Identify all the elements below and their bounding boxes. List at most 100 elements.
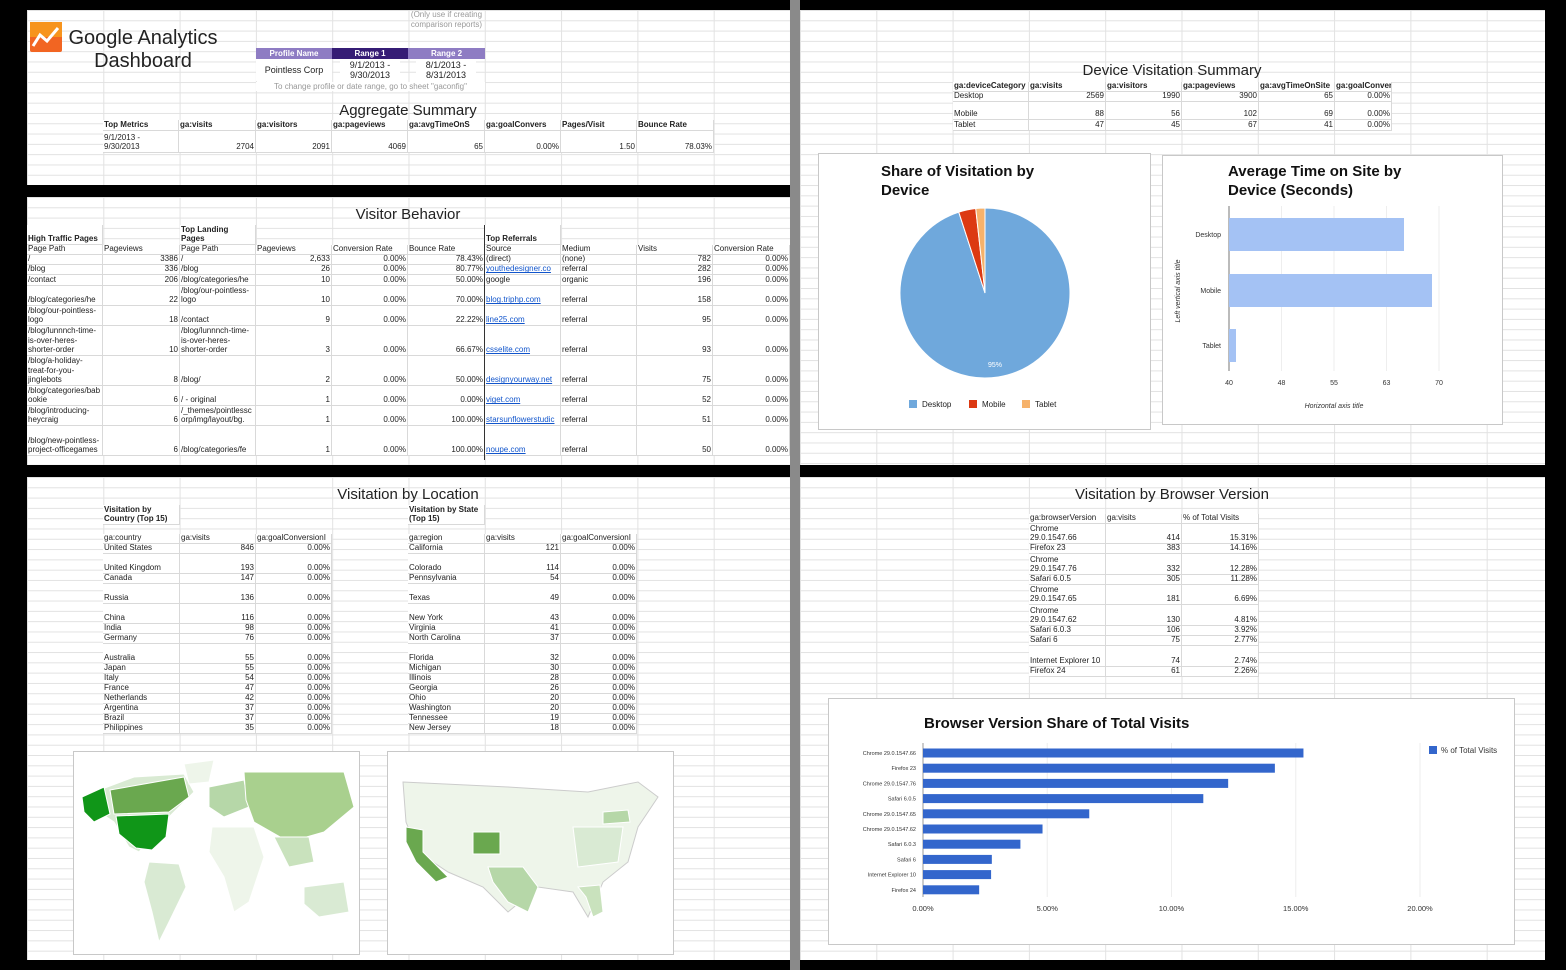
table-cell: Italy bbox=[103, 674, 180, 684]
table-cell: 2091 bbox=[256, 131, 332, 153]
table-cell: India bbox=[103, 624, 180, 634]
table-cell[interactable]: noupe.com bbox=[485, 426, 561, 456]
device-summary-title: Device Visitation Summary bbox=[1082, 62, 1262, 79]
table-cell: 0.00% bbox=[332, 326, 408, 356]
column-header: ga:avgTimeOnS bbox=[408, 120, 485, 131]
table-cell: 45 bbox=[1106, 120, 1182, 131]
table-cell: 35 bbox=[180, 724, 256, 734]
table-cell[interactable]: google bbox=[485, 275, 561, 286]
profile-name-value[interactable]: Pointless Corp bbox=[256, 59, 332, 81]
us-geo-map[interactable] bbox=[387, 751, 674, 955]
table-cell[interactable]: blog.triphp.com bbox=[485, 286, 561, 306]
y-category-label: Chrome 29.0.1547.62 bbox=[863, 827, 916, 833]
map-us-outline bbox=[402, 781, 659, 919]
table-cell: 19 bbox=[485, 714, 561, 724]
table-cell: /blog/new-pointless-project-officegames bbox=[27, 426, 103, 456]
y-category-label: Internet Explorer 10 bbox=[868, 873, 916, 879]
table-cell: ga:visits bbox=[180, 534, 256, 544]
table-cell: 22.22% bbox=[408, 306, 485, 326]
table-cell: referral bbox=[561, 265, 637, 275]
table-cell: 56 bbox=[1106, 102, 1182, 120]
table-cell[interactable]: starsunflowerstudic bbox=[485, 406, 561, 426]
table-cell: 47 bbox=[180, 684, 256, 694]
avg-time-bar-chart[interactable]: Average Time on Site by Device (Seconds)… bbox=[1162, 155, 1503, 425]
map-region-south-asia bbox=[273, 836, 315, 868]
table-cell: New York bbox=[408, 604, 485, 624]
table-cell[interactable]: youthedesigner.co bbox=[485, 265, 561, 275]
y-category-label: Safari 6.0.5 bbox=[888, 797, 916, 803]
y-category-label: Safari 6.0.3 bbox=[888, 842, 916, 848]
table-cell: 0.00% bbox=[561, 554, 637, 574]
table-cell: 20 bbox=[485, 694, 561, 704]
table-cell: Pennsylvania bbox=[408, 574, 485, 584]
range2-header: Range 2 bbox=[408, 48, 485, 59]
table-cell: referral bbox=[561, 356, 637, 386]
map-us-texas bbox=[487, 866, 539, 913]
table-cell: Tennessee bbox=[408, 714, 485, 724]
table-cell: 2,633 bbox=[256, 255, 332, 265]
table-cell: Mobile bbox=[953, 102, 1029, 120]
browser-share-bar-chart[interactable]: Browser Version Share of Total Visits 0.… bbox=[828, 698, 1515, 945]
table-cell: 75 bbox=[1106, 636, 1182, 646]
top-landing-pages-header: Top Landing Pages bbox=[180, 225, 256, 245]
table-cell: 0.00% bbox=[713, 426, 790, 456]
table-cell: 414 bbox=[1106, 524, 1182, 544]
range1-value[interactable]: 9/1/2013 - 9/30/2013 bbox=[340, 59, 400, 81]
table-cell: 846 bbox=[180, 544, 256, 554]
table-cell: 0.00% bbox=[256, 544, 332, 554]
table-cell: 0.00% bbox=[713, 275, 790, 286]
avg-time-svg: 40 48 55 63 70 Desktop Mobile Tablet Horizontal … bbox=[1175, 206, 1443, 410]
bar-browser bbox=[923, 794, 1204, 804]
table-cell: Australia bbox=[103, 644, 180, 664]
table-cell: 136 bbox=[180, 584, 256, 604]
profile-name-header: Profile Name bbox=[256, 48, 332, 59]
table-cell: Colorado bbox=[408, 554, 485, 574]
table-cell: 65 bbox=[408, 131, 485, 153]
table-cell: 54 bbox=[180, 674, 256, 684]
table-cell: 10 bbox=[256, 286, 332, 306]
table-cell: / - original bbox=[180, 386, 256, 406]
us-map-svg bbox=[402, 781, 659, 919]
table-cell: 0.00% bbox=[713, 406, 790, 426]
column-header: ga:goalConvers bbox=[485, 120, 561, 131]
table-cell: 305 bbox=[1106, 575, 1182, 585]
map-region-greenland bbox=[183, 759, 215, 785]
table-cell: Conversion Rate bbox=[713, 245, 790, 255]
table-cell[interactable]: csselite.com bbox=[485, 326, 561, 356]
column-header: ga:visitors bbox=[256, 120, 332, 131]
table-cell[interactable]: designyourway.net bbox=[485, 356, 561, 386]
table-cell[interactable]: viget.com bbox=[485, 386, 561, 406]
table-cell: 0.00% bbox=[561, 604, 637, 624]
table-cell: 9 bbox=[256, 306, 332, 326]
table-cell: Safari 6.0.5 bbox=[1029, 575, 1106, 585]
table-cell: 14.16% bbox=[1182, 544, 1259, 554]
range2-value[interactable]: 8/1/2013 - 8/31/2013 bbox=[416, 59, 476, 81]
table-cell: 2 bbox=[256, 356, 332, 386]
table-cell: China bbox=[103, 604, 180, 624]
table-cell: /blog/categories/he bbox=[180, 275, 256, 286]
table-cell: 116 bbox=[180, 604, 256, 624]
table-cell: /blog bbox=[27, 265, 103, 275]
table-cell: 1 bbox=[256, 406, 332, 426]
table-cell: 332 bbox=[1106, 554, 1182, 575]
table-cell: 0.00% bbox=[256, 604, 332, 624]
table-cell: 0.00% bbox=[332, 406, 408, 426]
column-header: Pages/Visit bbox=[561, 120, 637, 131]
table-cell: Brazil bbox=[103, 714, 180, 724]
avg-time-chart-title: Average Time on Site by Device (Seconds) bbox=[1228, 163, 1402, 199]
table-cell: 15.31% bbox=[1182, 524, 1259, 544]
device-share-pie-chart[interactable]: Share of Visitation by Device 95% Desktop… bbox=[818, 153, 1151, 430]
map-us-east bbox=[572, 826, 624, 868]
top-referrals-header: Top Referrals bbox=[485, 225, 561, 245]
table-cell: referral bbox=[561, 306, 637, 326]
x-tick-label: 15.00% bbox=[1283, 904, 1309, 913]
vertical-divider[interactable] bbox=[790, 0, 800, 970]
table-cell: North Carolina bbox=[408, 634, 485, 644]
world-geo-map[interactable] bbox=[73, 751, 360, 955]
map-region-europe bbox=[208, 779, 250, 818]
map-region-russia-asia bbox=[243, 771, 355, 843]
table-cell[interactable]: (direct) bbox=[485, 255, 561, 265]
table-cell: /blog/lunnnch-time-is-over-heres-shorter… bbox=[180, 326, 256, 356]
table-cell[interactable]: line25.com bbox=[485, 306, 561, 326]
table-cell: 0.00% bbox=[256, 694, 332, 704]
